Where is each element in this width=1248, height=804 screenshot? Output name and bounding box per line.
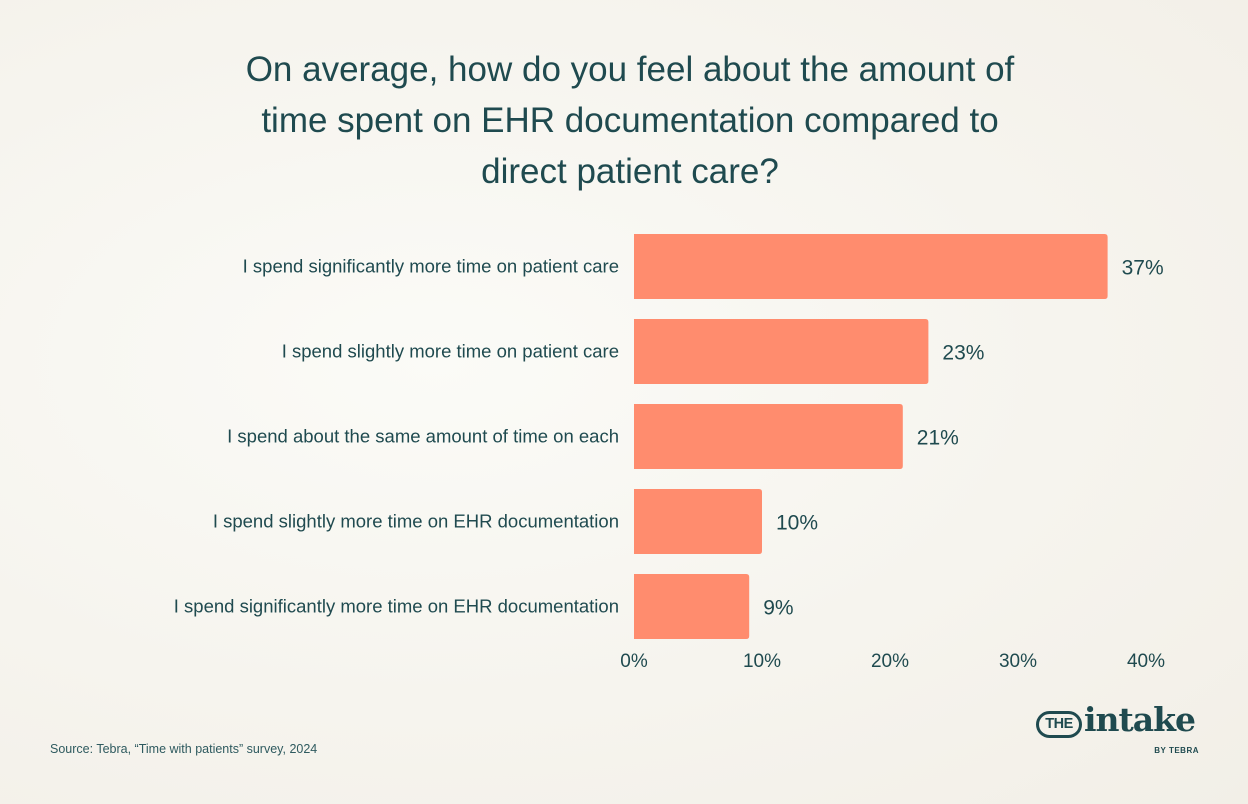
data-label: 10% (776, 512, 818, 535)
x-tick-label: 20% (871, 651, 909, 672)
x-tick-label: 0% (620, 651, 648, 672)
category-label: I spend slightly more time on EHR docume… (213, 511, 619, 532)
x-tick-label: 30% (999, 651, 1037, 672)
chart-title-line: direct patient care? (481, 152, 779, 191)
category-label: I spend significantly more time on EHR d… (174, 596, 619, 617)
bar (634, 489, 762, 554)
data-label: 9% (763, 597, 793, 620)
logo-byline: BY TEBRA (1154, 746, 1199, 755)
data-label: 21% (917, 427, 959, 450)
category-label: I spend significantly more time on patie… (243, 256, 619, 277)
category-label: I spend slightly more time on patient ca… (282, 341, 619, 362)
chart-title: On average, how do you feel about the am… (150, 44, 1110, 197)
bar (634, 574, 750, 639)
data-label: 23% (942, 342, 984, 365)
category-label: I spend about the same amount of time on… (227, 426, 619, 447)
source-note: Source: Tebra, “Time with patients” surv… (50, 742, 318, 756)
chart-title-line: On average, how do you feel about the am… (245, 50, 1015, 89)
the-intake-logo: THE intake BY TEBRA (1036, 700, 1201, 760)
bar (634, 234, 1108, 299)
data-label: 37% (1122, 257, 1164, 280)
logo-badge: THE (1036, 711, 1082, 738)
chart-title-line: time spent on EHR documentation compared… (261, 101, 999, 140)
bar (634, 319, 929, 384)
x-tick-label: 10% (743, 651, 781, 672)
x-tick-label: 40% (1127, 651, 1165, 672)
bar (634, 404, 903, 469)
logo-wordmark: intake (1084, 700, 1196, 739)
